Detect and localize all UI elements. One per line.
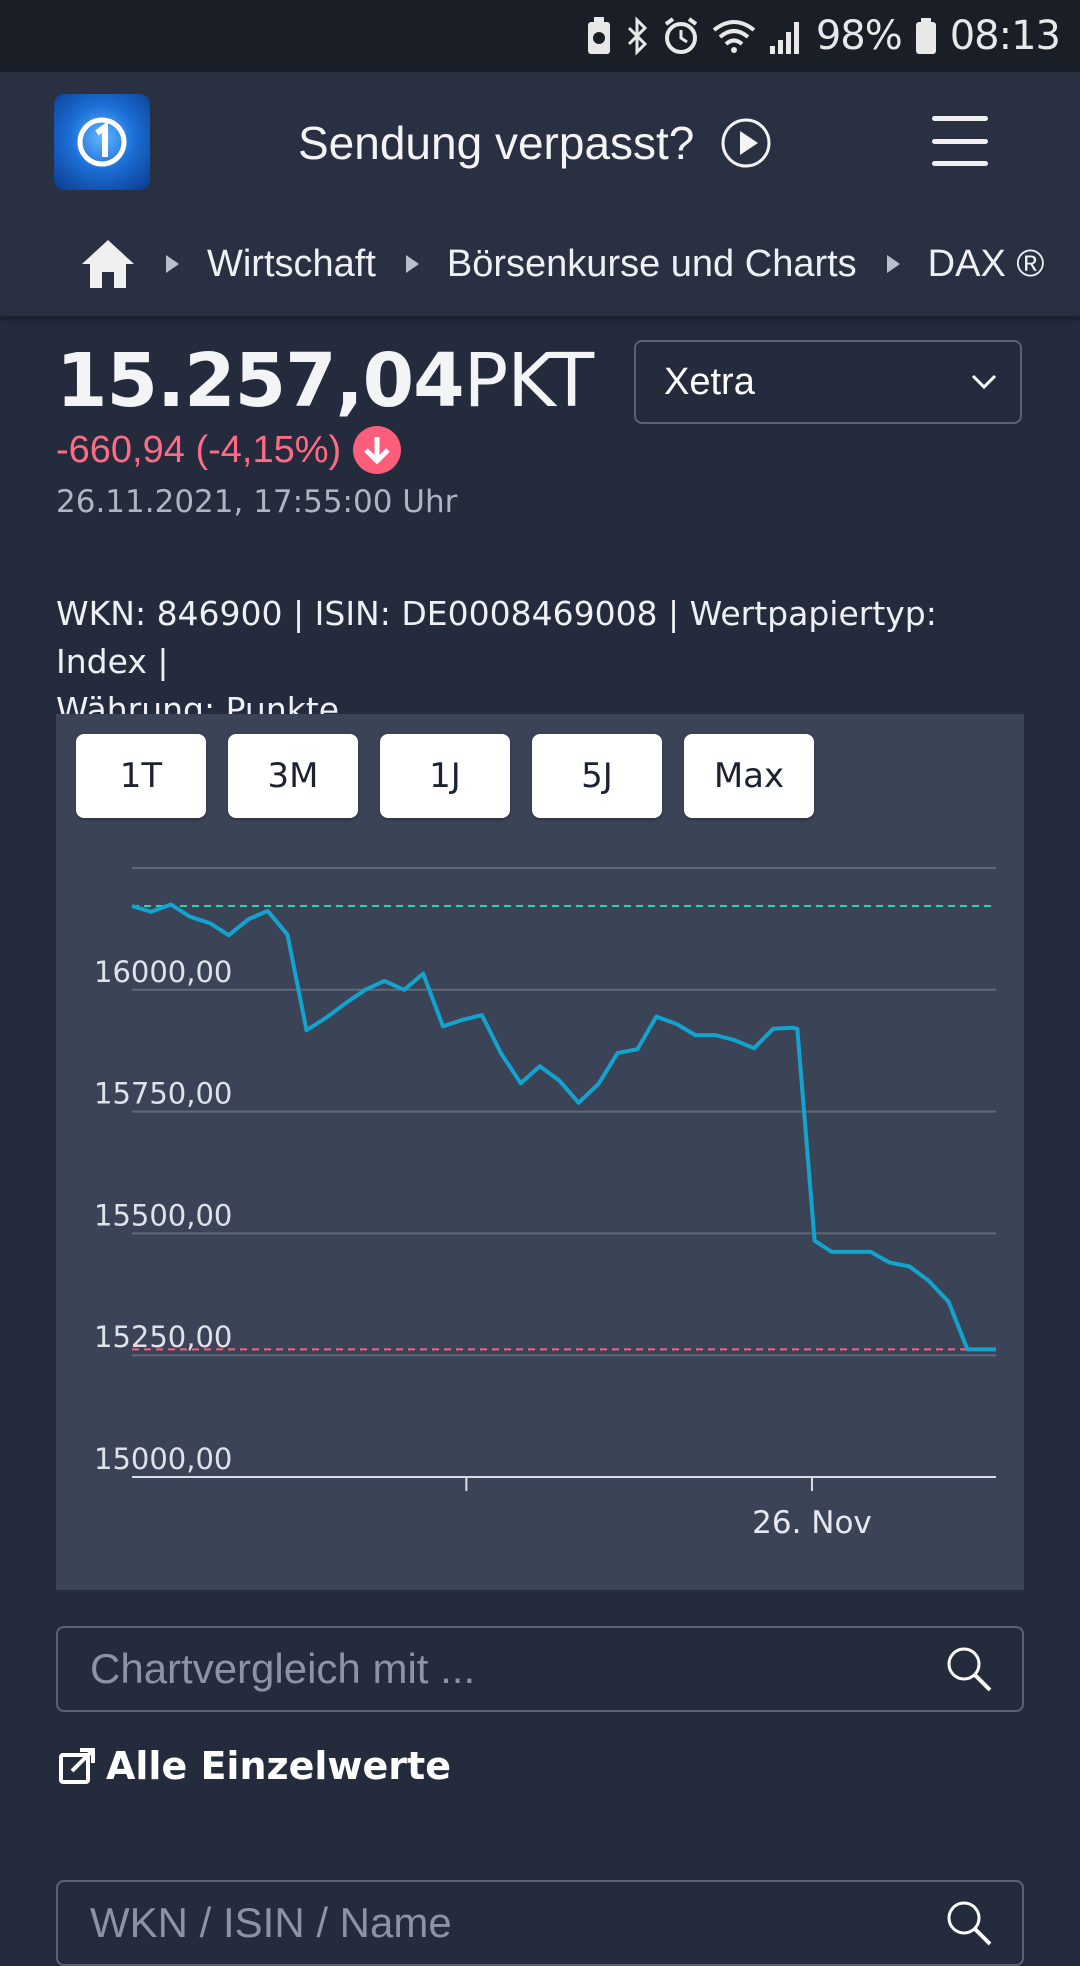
search-icon[interactable] xyxy=(944,1644,994,1694)
range-tab-1j[interactable]: 1J xyxy=(380,734,510,818)
quote-unit: PKT xyxy=(463,338,595,424)
y-tick-label: 15250,00 xyxy=(94,1320,232,1354)
y-tick-label: 15000,00 xyxy=(94,1442,232,1476)
hamburger-menu-icon[interactable] xyxy=(932,116,988,166)
battery-saver-icon xyxy=(586,16,612,56)
x-tick-label: 26. Nov xyxy=(752,1505,872,1541)
y-tick-label: 15750,00 xyxy=(94,1077,232,1111)
price-series-line xyxy=(131,902,996,1352)
battery-icon xyxy=(914,16,938,56)
chevron-down-icon xyxy=(971,374,997,390)
wkn-search-input[interactable] xyxy=(88,1898,912,1948)
breadcrumb-item-dax[interactable]: DAX ® xyxy=(927,242,1045,285)
range-tabs: 1T 3M 1J 5J Max xyxy=(76,734,814,818)
exchange-selected-value: Xetra xyxy=(664,360,755,403)
y-tick-label: 16000,00 xyxy=(94,955,232,989)
missed-show-link[interactable]: Sendung verpasst? xyxy=(298,108,772,178)
ard-one-icon xyxy=(77,117,127,167)
external-link-icon xyxy=(59,1748,95,1784)
status-bar: 98% 08:13 xyxy=(0,0,1080,72)
range-tab-5j[interactable]: 5J xyxy=(532,734,662,818)
all-values-link[interactable]: Alle Einzelwerte xyxy=(58,1744,451,1788)
chart-panel: 16000,00 15750,00 15500,00 15250,00 15000,00… xyxy=(56,714,1024,1590)
battery-percent: 98% xyxy=(815,13,903,59)
meta-line-1: WKN: 846900 | ISIN: DE0008469008 | Wertp… xyxy=(56,594,937,681)
breadcrumb-separator-icon xyxy=(166,255,179,273)
quote-change-text: -660,94 (-4,15%) xyxy=(56,428,342,471)
range-tab-1t[interactable]: 1T xyxy=(76,734,206,818)
breadcrumb-item-boersenkurse[interactable]: Börsenkurse und Charts xyxy=(446,242,857,285)
wkn-search-field xyxy=(56,1880,1024,1966)
alarm-icon xyxy=(662,16,700,56)
quote-change: -660,94 (-4,15%) xyxy=(56,426,402,474)
range-tab-max[interactable]: Max xyxy=(684,734,814,818)
breadcrumb-item-wirtschaft[interactable]: Wirtschaft xyxy=(207,242,376,285)
tagesschau-logo[interactable] xyxy=(54,94,150,190)
app-header: Sendung verpasst? xyxy=(0,72,1080,212)
home-icon[interactable] xyxy=(80,238,136,290)
clock: 08:13 xyxy=(949,13,1061,59)
all-values-label: Alle Einzelwerte xyxy=(106,1744,451,1788)
quote-number: 15.257,04 xyxy=(56,338,465,424)
quote-datetime: 26.11.2021, 17:55:00 Uhr xyxy=(56,484,458,520)
search-icon[interactable] xyxy=(944,1898,994,1948)
breadcrumb-separator-icon xyxy=(886,255,900,273)
y-tick-label: 15500,00 xyxy=(94,1198,232,1232)
breadcrumb: Wirtschaft Börsenkurse und Charts DAX ® xyxy=(0,212,1080,316)
security-meta: WKN: 846900 | ISIN: DE0008469008 | Wertp… xyxy=(56,590,1036,734)
signal-icon xyxy=(768,16,804,56)
breadcrumb-separator-icon xyxy=(405,255,419,273)
quote-value: 15.257,04PKT xyxy=(56,338,595,424)
chart-compare-input[interactable] xyxy=(88,1644,912,1694)
bluetooth-icon xyxy=(624,16,650,56)
wifi-icon xyxy=(712,16,756,56)
chart-compare-field xyxy=(56,1626,1024,1712)
missed-show-label: Sendung verpasst? xyxy=(298,117,695,169)
play-circle-icon xyxy=(721,118,771,168)
range-tab-3m[interactable]: 3M xyxy=(228,734,358,818)
arrow-down-icon xyxy=(353,426,402,474)
price-chart: 16000,00 15750,00 15500,00 15250,00 15000,00… xyxy=(94,867,996,1541)
exchange-select[interactable]: Xetra xyxy=(634,340,1022,424)
